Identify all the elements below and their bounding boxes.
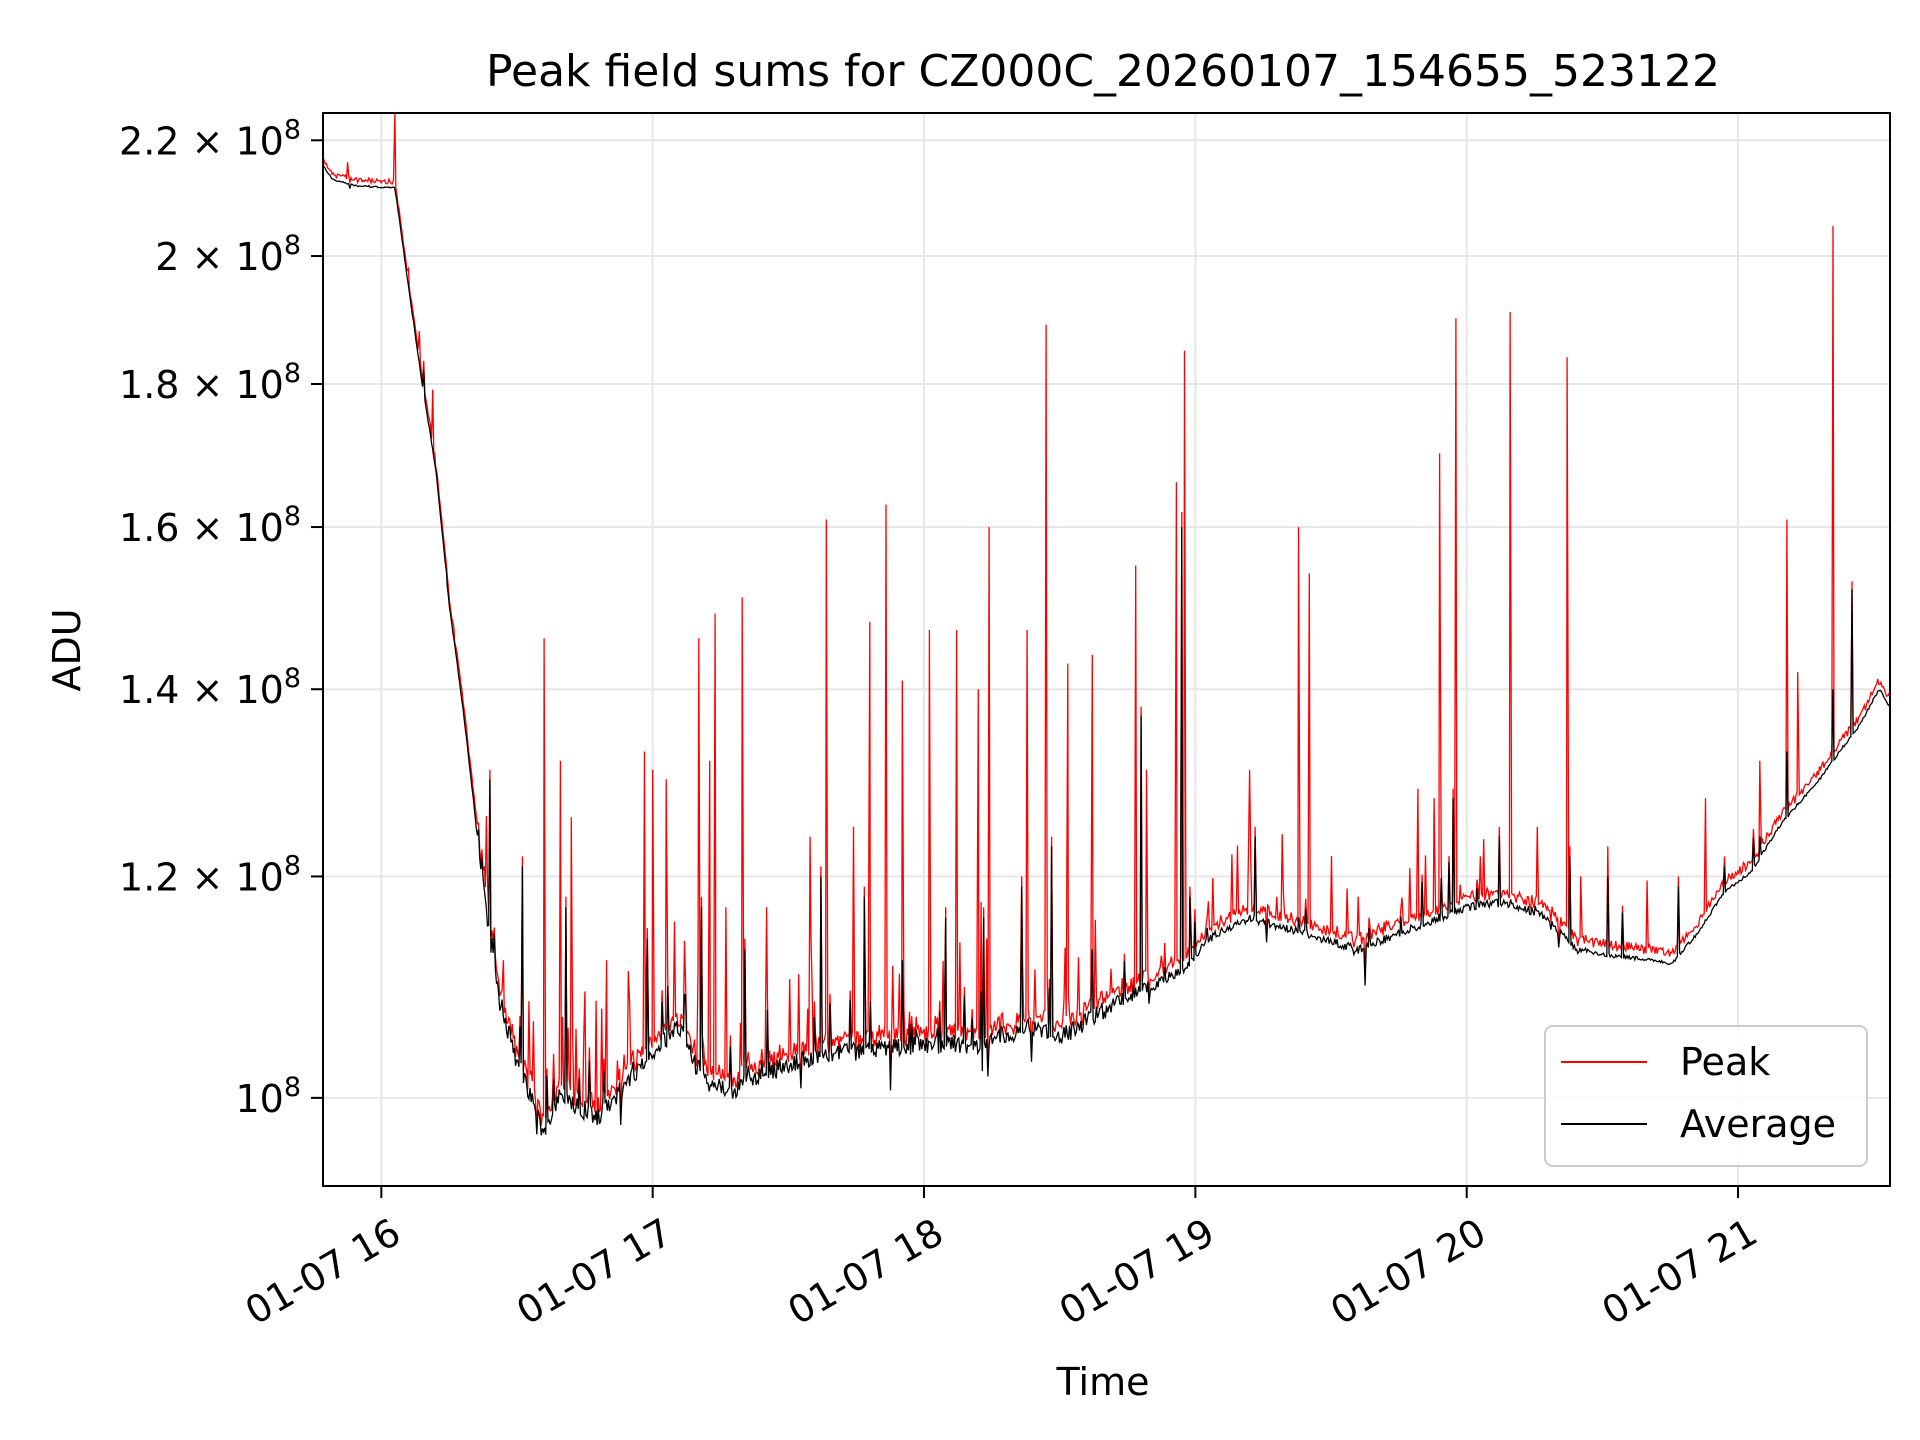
- x-axis-label: Time: [1056, 1360, 1150, 1404]
- plot-frame: [322, 112, 1891, 1187]
- grid: [323, 113, 1890, 1186]
- y-axis-label: ADU: [45, 608, 89, 691]
- legend-average-label: Average: [1680, 1102, 1836, 1146]
- legend-peak-label: Peak: [1680, 1040, 1770, 1084]
- y-tick-label: 108: [235, 1072, 301, 1121]
- series-layer: [323, 113, 1890, 1136]
- chart-title: Peak field sums for CZ000C_20260107_1546…: [486, 46, 1720, 97]
- y-tick-label: 1.4 × 108: [119, 663, 301, 712]
- series-line-average: [323, 164, 1890, 1136]
- y-tick-label: 2 × 108: [155, 230, 301, 279]
- y-tick-label: 2.2 × 108: [119, 114, 301, 163]
- series-line-peak: [323, 113, 1890, 1127]
- y-tick-label: 1.6 × 108: [119, 501, 301, 550]
- legend: Peak Average: [1544, 1025, 1868, 1167]
- y-tick-label: 1.8 × 108: [119, 358, 301, 407]
- y-tick-label: 1.2 × 108: [119, 850, 301, 899]
